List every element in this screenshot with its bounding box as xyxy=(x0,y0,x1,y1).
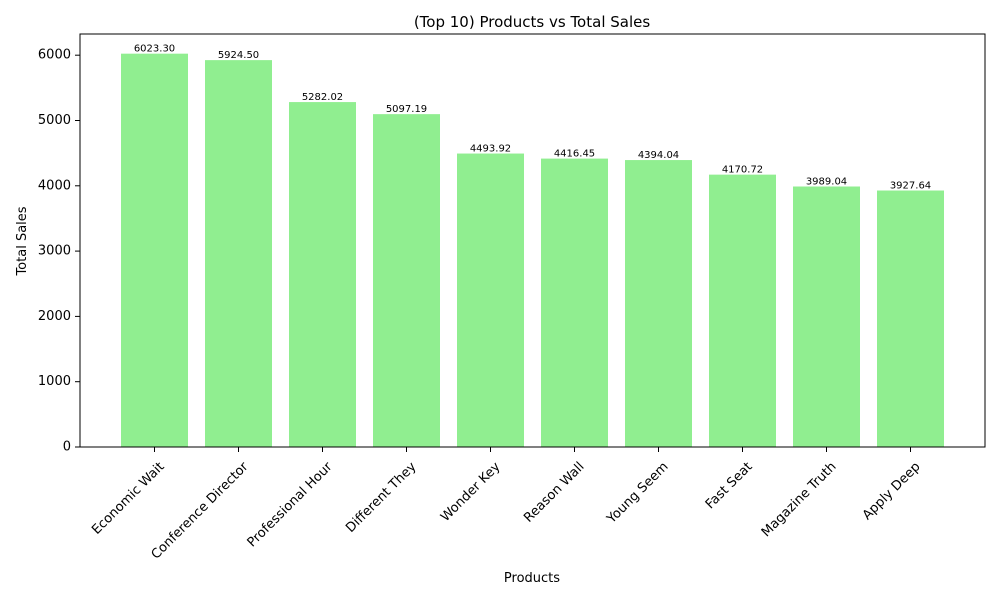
bar xyxy=(877,190,944,447)
bars-group xyxy=(121,53,944,448)
x-tick-label: Wonder Key xyxy=(438,459,504,525)
bar xyxy=(709,174,776,447)
y-tick-label: 5000 xyxy=(38,113,71,128)
x-tick-label: Magazine Truth xyxy=(759,459,840,540)
y-axis: 0 1000 2000 3000 4000 5000 6000 xyxy=(38,48,80,455)
y-tick-label: 4000 xyxy=(38,178,71,193)
bar xyxy=(457,153,524,448)
bar-value-label: 3989.04 xyxy=(806,177,847,188)
bar-value-label: 4493.92 xyxy=(470,144,511,155)
bar-value-label: 5924.50 xyxy=(218,50,259,61)
y-axis-label: Total Sales xyxy=(15,206,30,276)
x-axis-label: Products xyxy=(504,571,560,586)
x-tick-label: Economic Wait xyxy=(89,459,167,537)
x-tick-label: Professional Hour xyxy=(245,459,336,550)
chart-title: (Top 10) Products vs Total Sales xyxy=(414,13,651,31)
bar-value-label: 4394.04 xyxy=(638,150,679,161)
bar-value-label: 4416.45 xyxy=(554,149,595,160)
x-tick-label: Apply Deep xyxy=(860,459,924,523)
x-tick-label: Fast Seat xyxy=(703,459,756,512)
bar xyxy=(121,53,188,448)
bar-value-label: 5282.02 xyxy=(302,92,343,103)
x-tick-label: Different They xyxy=(343,459,420,536)
y-tick-label: 6000 xyxy=(38,48,71,63)
bar-value-label: 4170.72 xyxy=(722,165,763,176)
bar xyxy=(205,60,272,448)
bar-value-label: 5097.19 xyxy=(386,104,427,115)
x-tick-label: Reason Wall xyxy=(521,459,587,525)
y-tick-label: 0 xyxy=(63,440,71,455)
bar xyxy=(793,186,860,447)
y-tick-label: 3000 xyxy=(38,244,71,259)
x-tick-label: Conference Director xyxy=(149,459,252,562)
x-tick-label: Young Seem xyxy=(604,459,672,527)
bar xyxy=(625,160,692,447)
y-tick-label: 1000 xyxy=(38,374,71,389)
bar xyxy=(373,114,440,447)
bar xyxy=(541,158,608,447)
plot-frame xyxy=(79,33,986,448)
bar-value-label: 6023.30 xyxy=(134,44,175,55)
data-labels-group: 6023.30 5924.50 5282.02 5097.19 4493.92 4416.… xyxy=(134,44,931,192)
bar xyxy=(289,102,356,447)
bar-value-label: 3927.64 xyxy=(890,181,931,192)
y-tick-label: 2000 xyxy=(38,309,71,324)
